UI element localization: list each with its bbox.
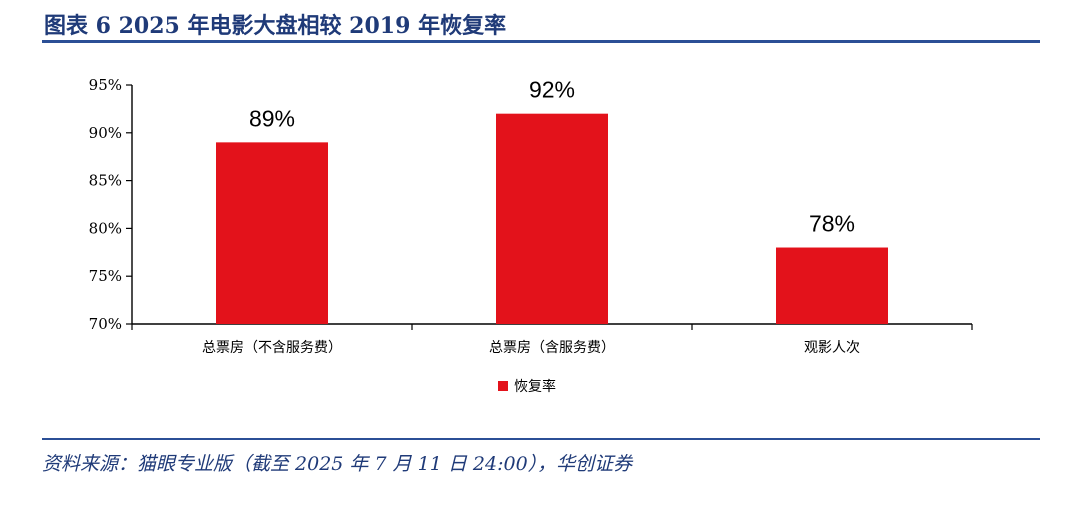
x-category-label: 总票房（不含服务费） (202, 340, 342, 356)
bar (216, 142, 328, 324)
y-tick-label: 75% (89, 267, 122, 285)
legend-label: 恢复率 (514, 378, 556, 395)
y-tick-label: 85% (89, 172, 122, 190)
y-tick-label: 80% (89, 219, 122, 237)
bar-chart: 70% 75% 80% 85% 90% 95% 89% 总票房（不含服务费） 92% 总票房（含服… (89, 76, 973, 395)
figure-title: 图表 6 2025 年电影大盘相较 2019 年恢复率 (44, 13, 507, 39)
y-tick-label: 90% (89, 124, 122, 142)
data-label: 92% (529, 77, 575, 103)
chart-area: 70% 75% 80% 85% 90% 95% 89% 总票房（不含服务费） 92% 总票房（含服… (42, 43, 1040, 436)
figure-header: 图表 6 2025 年电影大盘相较 2019 年恢复率 (42, 6, 1040, 42)
title-divider (42, 40, 1040, 43)
source-divider (42, 438, 1040, 440)
legend-swatch (498, 381, 508, 391)
x-category-label: 总票房（含服务费） (489, 340, 615, 356)
x-category-label: 观影人次 (804, 340, 860, 356)
data-label: 89% (249, 105, 295, 131)
y-tick-label: 70% (89, 315, 122, 333)
source-note: 资料来源：猫眼专业版（截至 2025 年 7 月 11 日 24:00），华创证… (42, 453, 633, 475)
bar (776, 247, 888, 324)
y-tick-label: 95% (89, 76, 122, 94)
data-label: 78% (809, 211, 855, 237)
bar (496, 113, 608, 325)
